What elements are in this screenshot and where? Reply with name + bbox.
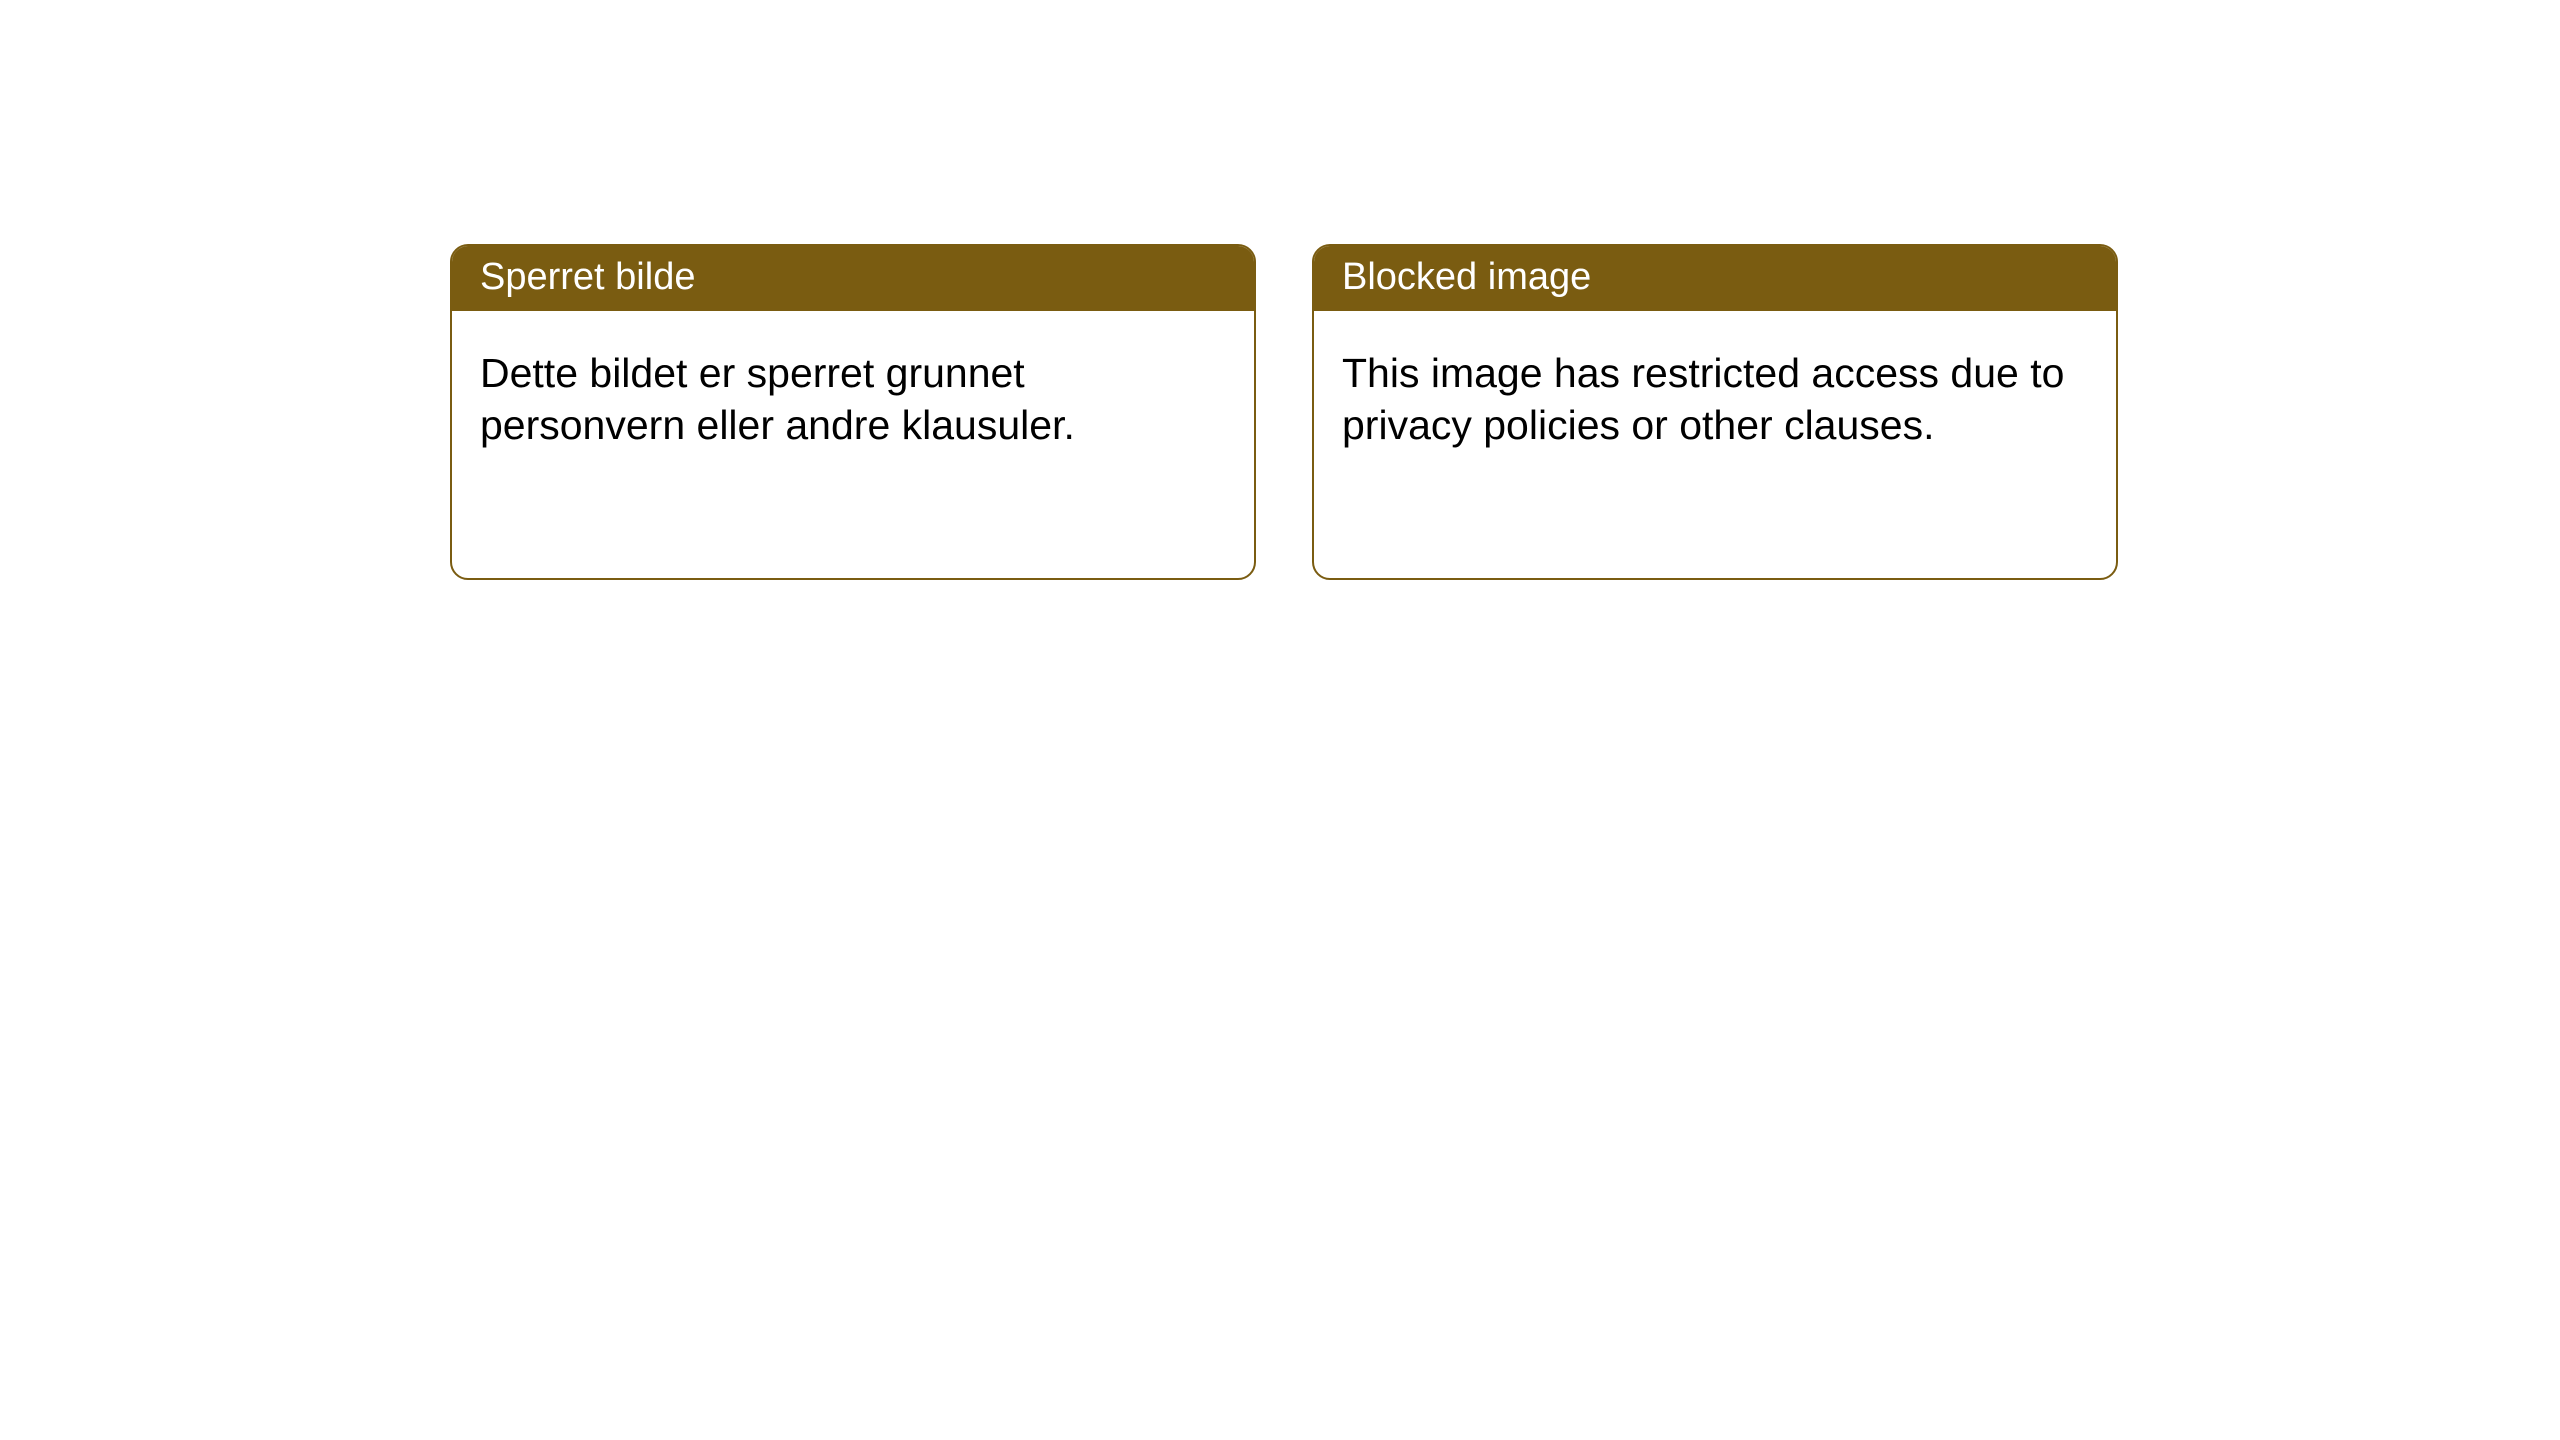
notice-title-norwegian: Sperret bilde — [452, 246, 1254, 311]
notice-card-english: Blocked image This image has restricted … — [1312, 244, 2118, 580]
notice-card-norwegian: Sperret bilde Dette bildet er sperret gr… — [450, 244, 1256, 580]
notice-title-english: Blocked image — [1314, 246, 2116, 311]
notice-body-norwegian: Dette bildet er sperret grunnet personve… — [452, 311, 1254, 480]
notice-container: Sperret bilde Dette bildet er sperret gr… — [0, 0, 2560, 580]
notice-body-english: This image has restricted access due to … — [1314, 311, 2116, 480]
